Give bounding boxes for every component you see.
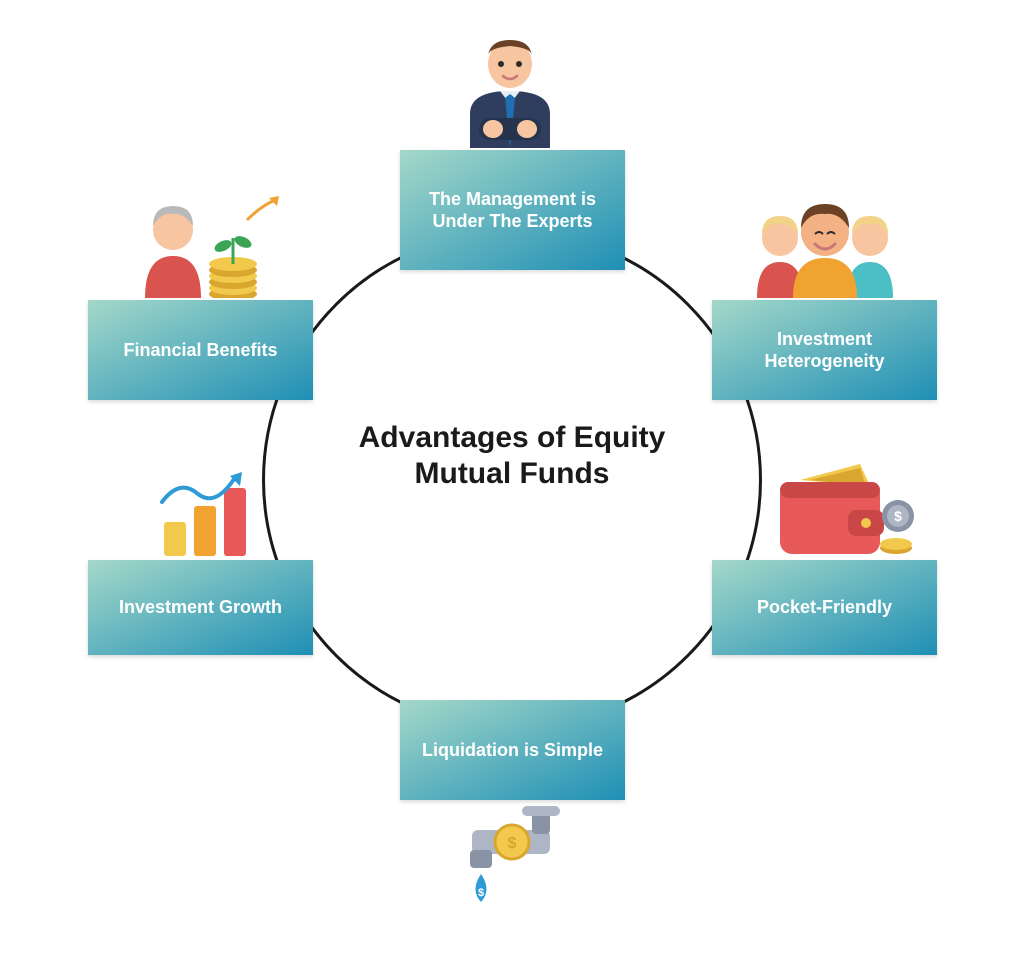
card-label: Pocket-Friendly (757, 596, 892, 619)
card-label: Liquidation is Simple (422, 739, 603, 762)
svg-text:$: $ (894, 508, 902, 524)
card-label: Investment Growth (119, 596, 282, 619)
person-coins-icon (135, 196, 285, 298)
card-pocket-friendly: Pocket-Friendly (712, 560, 937, 655)
card-label: Financial Benefits (123, 339, 277, 362)
center-title: Advantages of Equity Mutual Funds (342, 420, 682, 492)
card-label: The Management is Under The Experts (414, 188, 611, 233)
card-liquidation: Liquidation is Simple (400, 700, 625, 800)
card-investment-growth: Investment Growth (88, 560, 313, 655)
card-financial-benefits: Financial Benefits (88, 300, 313, 400)
svg-text:$: $ (478, 887, 484, 899)
infographic-canvas: Advantages of Equity Mutual Funds The Ma… (0, 0, 1024, 957)
svg-text:$: $ (508, 835, 517, 852)
wallet-icon: $ (770, 462, 915, 558)
card-heterogeneity: Investment Heterogeneity (712, 300, 937, 400)
money-tap-icon: $ $ (452, 802, 572, 912)
bar-chart-icon (150, 470, 270, 558)
businessman-icon (445, 36, 575, 148)
card-label: Investment Heterogeneity (726, 328, 923, 373)
people-group-icon (745, 200, 905, 298)
card-management: The Management is Under The Experts (400, 150, 625, 270)
